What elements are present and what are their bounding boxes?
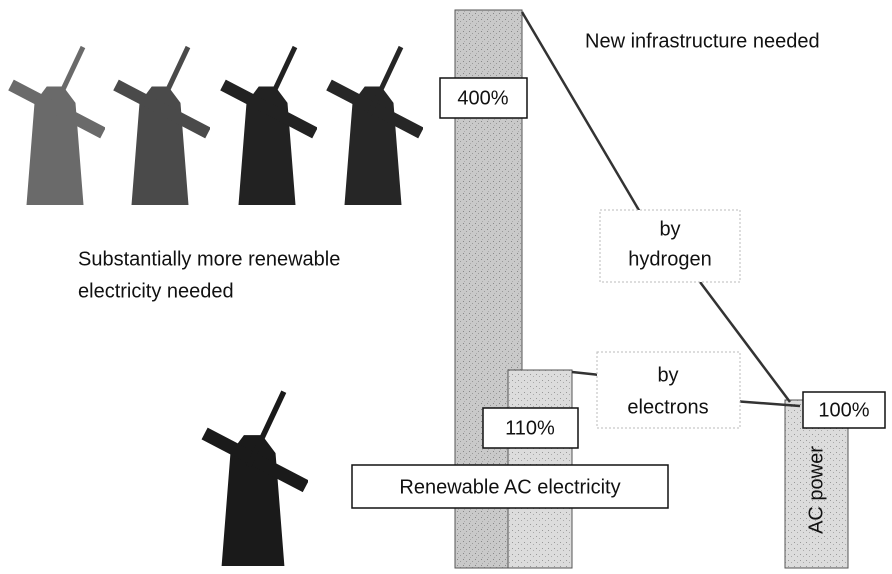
electrons-line: by	[657, 364, 678, 386]
renewable-label: Renewable AC electricity	[399, 476, 620, 498]
label-box	[439, 77, 528, 119]
windmill	[205, 392, 306, 566]
hydrogen-line: hydrogen	[628, 248, 711, 270]
note-line: Substantially more renewable	[78, 248, 340, 270]
hydrogen-box	[599, 209, 741, 283]
windmill	[11, 47, 103, 205]
windmill	[223, 47, 315, 205]
label-box	[482, 407, 579, 449]
value-label: 400%	[457, 87, 508, 109]
note-line: electricity needed	[78, 280, 234, 302]
label-box	[802, 391, 886, 429]
electrons-box	[596, 351, 741, 429]
value-label: 110%	[505, 417, 555, 439]
ac-power-label: AC power	[805, 446, 827, 534]
value-label: 100%	[818, 399, 869, 421]
title: New infrastructure needed	[585, 30, 820, 52]
electrons-line: electrons	[627, 396, 708, 418]
windmill	[116, 47, 208, 205]
windmill	[329, 47, 421, 205]
hydrogen-line: by	[659, 218, 680, 240]
connectors	[520, 11, 801, 408]
label-box	[351, 464, 669, 509]
